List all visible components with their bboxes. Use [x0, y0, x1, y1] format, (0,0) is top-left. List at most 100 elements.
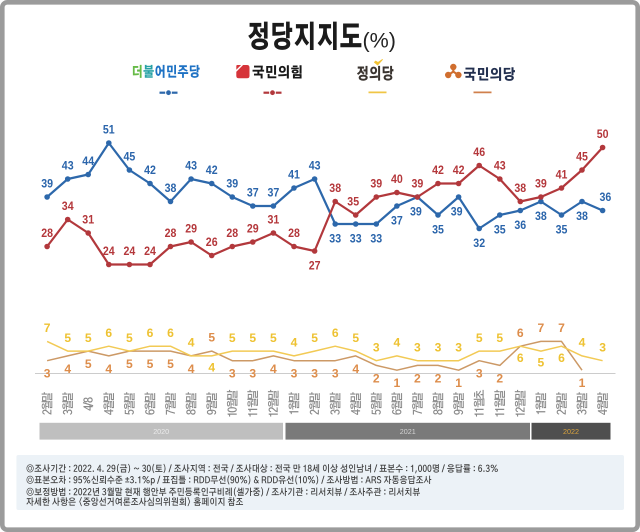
svg-text:42: 42	[432, 163, 444, 177]
svg-text:3: 3	[373, 340, 380, 354]
svg-text:35: 35	[494, 222, 506, 236]
svg-text:39: 39	[226, 177, 238, 191]
svg-text:1: 1	[394, 376, 401, 390]
svg-text:4: 4	[188, 362, 195, 376]
svg-text:5: 5	[270, 331, 277, 345]
svg-text:4: 4	[291, 336, 298, 350]
svg-text:5: 5	[311, 331, 318, 345]
svg-text:39: 39	[410, 204, 422, 218]
svg-text:38: 38	[514, 181, 526, 195]
svg-text:2: 2	[414, 371, 421, 385]
svg-text:32: 32	[473, 236, 485, 250]
svg-text:4: 4	[352, 362, 359, 376]
svg-text:29: 29	[185, 222, 197, 236]
svg-text:5: 5	[476, 331, 483, 345]
svg-text:24: 24	[144, 244, 156, 258]
svg-text:4: 4	[64, 362, 71, 376]
svg-text:3: 3	[249, 367, 256, 381]
svg-text:6: 6	[167, 326, 174, 340]
svg-text:28: 28	[165, 226, 177, 240]
svg-text:43: 43	[494, 159, 506, 173]
svg-text:3: 3	[311, 367, 318, 381]
svg-text:(%): (%)	[363, 28, 396, 52]
svg-text:5: 5	[352, 331, 359, 345]
svg-text:4: 4	[270, 362, 277, 376]
svg-text:6: 6	[105, 326, 112, 340]
svg-text:4: 4	[208, 360, 215, 374]
svg-text:39: 39	[41, 177, 53, 191]
svg-text:33: 33	[350, 231, 362, 245]
svg-text:7: 7	[538, 321, 545, 335]
svg-text:5: 5	[229, 331, 236, 345]
svg-text:6: 6	[517, 326, 524, 340]
svg-text:3: 3	[44, 367, 51, 381]
svg-text:41: 41	[556, 168, 568, 182]
svg-text:3: 3	[229, 367, 236, 381]
svg-text:28: 28	[226, 226, 238, 240]
svg-text:3: 3	[599, 340, 606, 354]
svg-text:1: 1	[455, 376, 462, 390]
svg-text:46: 46	[473, 145, 485, 159]
svg-text:29: 29	[247, 222, 259, 236]
svg-text:36: 36	[600, 190, 612, 204]
svg-text:39: 39	[451, 204, 463, 218]
svg-text:24: 24	[124, 244, 136, 258]
svg-text:31: 31	[82, 213, 94, 227]
svg-text:2: 2	[496, 371, 503, 385]
svg-text:42: 42	[144, 163, 156, 177]
svg-text:33: 33	[329, 231, 341, 245]
svg-text:43: 43	[62, 159, 74, 173]
svg-text:26: 26	[206, 235, 218, 249]
svg-text:28: 28	[41, 226, 53, 240]
svg-text:38: 38	[165, 181, 177, 195]
svg-text:2022: 2022	[563, 427, 579, 436]
svg-text:2: 2	[373, 371, 380, 385]
svg-text:5: 5	[126, 357, 133, 371]
svg-text:43: 43	[185, 159, 197, 173]
svg-text:35: 35	[432, 222, 444, 236]
svg-text:4: 4	[188, 336, 195, 350]
svg-text:6: 6	[332, 326, 339, 340]
svg-text:42: 42	[453, 163, 465, 177]
svg-text:5: 5	[85, 331, 92, 345]
svg-text:37: 37	[268, 186, 280, 200]
svg-text:5: 5	[496, 331, 503, 345]
svg-text:33: 33	[370, 231, 382, 245]
svg-text:6: 6	[558, 351, 565, 365]
svg-text:5: 5	[147, 357, 154, 371]
svg-text:7: 7	[44, 321, 51, 335]
svg-text:39: 39	[535, 177, 547, 191]
svg-text:31: 31	[268, 213, 280, 227]
svg-text:3: 3	[291, 367, 298, 381]
svg-text:43: 43	[309, 159, 321, 173]
svg-text:51: 51	[103, 123, 115, 137]
svg-text:35: 35	[556, 222, 568, 236]
svg-text:5: 5	[64, 331, 71, 345]
svg-text:5: 5	[208, 331, 215, 345]
svg-text:37: 37	[247, 186, 259, 200]
svg-text:2021: 2021	[400, 427, 416, 436]
svg-text:39: 39	[412, 177, 424, 191]
svg-text:3: 3	[414, 340, 421, 354]
svg-text:5: 5	[126, 331, 133, 345]
svg-text:28: 28	[288, 226, 300, 240]
svg-text:36: 36	[514, 218, 526, 232]
svg-text:5: 5	[85, 357, 92, 371]
svg-text:44: 44	[82, 154, 94, 168]
svg-text:38: 38	[576, 209, 588, 223]
svg-text:41: 41	[288, 168, 300, 182]
svg-text:4: 4	[579, 336, 586, 350]
svg-text:50: 50	[597, 127, 609, 141]
svg-text:40: 40	[391, 172, 403, 186]
svg-text:45: 45	[124, 150, 136, 164]
svg-text:34: 34	[62, 199, 74, 213]
svg-text:38: 38	[329, 181, 341, 195]
svg-text:45: 45	[576, 150, 588, 164]
svg-text:4: 4	[394, 336, 401, 350]
svg-text:4: 4	[105, 362, 112, 376]
svg-text:2: 2	[435, 371, 442, 385]
svg-text:6: 6	[147, 326, 154, 340]
svg-text:5: 5	[167, 357, 174, 371]
svg-text:2020: 2020	[153, 427, 169, 436]
svg-text:3: 3	[476, 367, 483, 381]
